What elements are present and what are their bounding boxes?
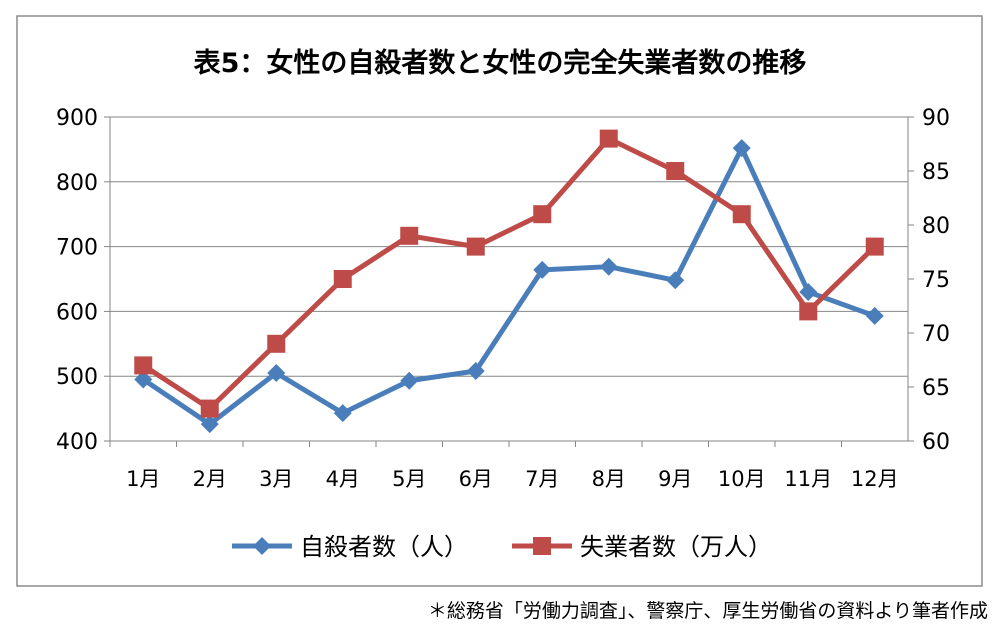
y-left-tick-label: 800	[56, 171, 98, 196]
data-point-0	[799, 282, 818, 301]
x-tick-label: 5月	[392, 467, 426, 491]
x-tick-label: 2月	[193, 467, 227, 491]
data-point-0	[732, 139, 751, 158]
data-point-0	[333, 404, 352, 423]
data-point-0	[533, 260, 552, 279]
y-right-tick-label: 75	[922, 268, 950, 293]
legend-marker-0	[253, 537, 271, 555]
legend-label-1: 失業者数（万人）	[580, 533, 772, 561]
data-point-1	[333, 270, 352, 288]
series-line-1	[141, 136, 877, 412]
y-left-tick-label: 600	[56, 300, 98, 325]
x-tick-label: 9月	[658, 467, 692, 491]
chart-title: 表5：女性の自殺者数と女性の完全失業者数の推移	[194, 47, 807, 79]
data-point-0	[400, 371, 419, 390]
data-point-1	[533, 205, 552, 224]
data-point-1	[400, 226, 419, 245]
data-point-1	[865, 237, 884, 256]
footnote: ＊総務省「労働力調査」、警察庁、厚生労働省の資料より筆者作成	[427, 600, 988, 622]
x-tick-label: 7月	[525, 467, 559, 491]
data-point-0	[267, 363, 286, 382]
x-tick-label: 4月	[326, 467, 360, 491]
y-right-tick-label: 60	[922, 430, 950, 455]
data-point-0	[134, 370, 153, 389]
data-point-0	[200, 415, 219, 434]
y-left-tick-label: 500	[56, 365, 98, 390]
data-point-0	[865, 306, 884, 325]
data-point-1	[267, 334, 286, 353]
x-tick-label: 8月	[592, 467, 626, 491]
y-right-tick-label: 85	[922, 160, 950, 185]
data-point-1	[666, 162, 685, 180]
legend-label-0: 自殺者数（人）	[300, 533, 468, 561]
data-point-1	[599, 129, 618, 148]
y-left-tick-label: 900	[56, 106, 98, 131]
legend-marker-1	[533, 537, 551, 555]
x-tick-label: 3月	[259, 467, 293, 491]
data-point-0	[599, 257, 618, 276]
y-right-tick-label: 90	[922, 106, 950, 131]
series-line-0	[141, 145, 876, 427]
y-right-tick-label: 65	[922, 376, 950, 401]
data-point-1	[466, 237, 485, 256]
data-point-0	[666, 271, 685, 290]
x-tick-label: 10月	[718, 467, 766, 491]
data-point-1	[732, 205, 751, 224]
x-tick-label: 11月	[784, 467, 832, 491]
y-right-tick-label: 70	[922, 322, 950, 347]
x-tick-label: 1月	[126, 467, 160, 491]
y-left-tick-label: 700	[56, 236, 98, 261]
x-tick-label: 6月	[459, 467, 493, 491]
data-point-1	[799, 302, 818, 321]
y-left-tick-label: 400	[56, 430, 98, 455]
x-tick-label: 12月	[851, 467, 899, 491]
data-point-1	[200, 399, 219, 418]
data-point-1	[134, 356, 153, 375]
y-right-tick-label: 80	[922, 214, 950, 239]
data-point-0	[466, 362, 485, 381]
